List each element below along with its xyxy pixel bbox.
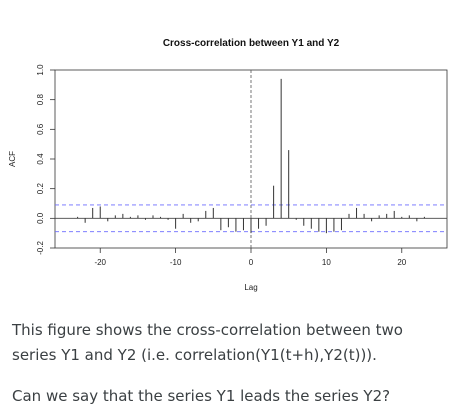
y-tick-label: 0.6 — [36, 123, 45, 135]
y-tick-label: 0.2 — [36, 183, 45, 195]
y-tick-label: -0.2 — [36, 241, 45, 255]
caption-text: This figure shows the cross-correlation … — [12, 321, 403, 364]
y-axis-label: ACF — [8, 151, 17, 167]
y-tick-label: 1.0 — [36, 64, 45, 76]
chart-title: Cross-correlation between Y1 and Y2 — [163, 38, 340, 49]
x-tick-label: 20 — [397, 258, 406, 267]
x-tick-label: 10 — [322, 258, 331, 267]
ccf-plot: Cross-correlation between Y1 and Y2 -0.2… — [8, 38, 448, 292]
x-axis-label: Lag — [244, 283, 257, 292]
y-tick-label: 0.4 — [36, 153, 45, 165]
x-tick-label: -10 — [170, 258, 182, 267]
x-tick-label: -20 — [94, 258, 106, 267]
y-tick-label: 0.0 — [36, 212, 45, 224]
caption-question: Can we say that the series Y1 leads the … — [12, 387, 391, 405]
x-tick-label: 0 — [249, 258, 254, 267]
y-tick-label: 0.8 — [36, 94, 45, 106]
ccf-chart: Cross-correlation between Y1 and Y2 -0.2… — [8, 38, 448, 292]
